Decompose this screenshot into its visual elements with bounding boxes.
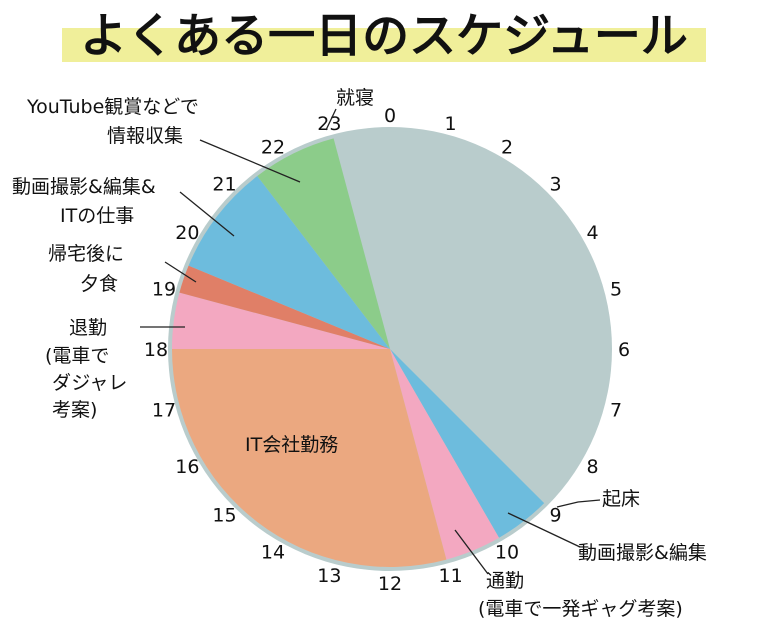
hour-label: 5 bbox=[610, 278, 622, 300]
label-youtube-line1: YouTube観賞などで bbox=[26, 96, 199, 118]
leader-shuushin bbox=[325, 108, 337, 131]
hour-label: 9 bbox=[549, 505, 561, 527]
label-douga-it-line1: 動画撮影&編集& bbox=[12, 176, 156, 198]
hour-label: 11 bbox=[439, 565, 463, 587]
hour-label: 10 bbox=[495, 542, 519, 564]
hour-label: 19 bbox=[152, 278, 176, 300]
hour-label: 2 bbox=[501, 136, 513, 158]
label-youtube-line2: 情報収集 bbox=[107, 125, 183, 147]
pie-slice-7 bbox=[257, 138, 390, 349]
label-taikin-line3: ダジャレ bbox=[52, 372, 127, 394]
chart-title: よくある一日のスケジュール bbox=[80, 9, 688, 64]
leader-lines bbox=[140, 108, 601, 575]
hour-label: 16 bbox=[175, 456, 199, 478]
hour-label: 8 bbox=[587, 456, 599, 478]
hour-label: 12 bbox=[378, 573, 402, 595]
leader-tsuukin bbox=[454, 529, 489, 575]
hour-label: 3 bbox=[549, 174, 561, 196]
label-douga: 動画撮影&編集 bbox=[578, 542, 707, 564]
label-it-kaisha: IT会社勤務 bbox=[245, 434, 338, 456]
label-kitaku-line1: 帰宅後に bbox=[48, 243, 124, 265]
hour-label: 17 bbox=[152, 400, 176, 422]
leader-youtube bbox=[199, 139, 301, 183]
label-tsuukin-line2: (電車で一発ギャグ考案) bbox=[478, 598, 683, 620]
label-douga-it-line2: ITの仕事 bbox=[60, 205, 134, 227]
hour-label: 15 bbox=[212, 505, 236, 527]
label-kishou: 起床 bbox=[602, 488, 640, 510]
pie-slice-4 bbox=[172, 292, 390, 349]
label-taikin-line1: 退勤 bbox=[69, 317, 107, 339]
label-taikin-line4: 考案) bbox=[52, 399, 97, 421]
hour-label: 13 bbox=[317, 565, 341, 587]
hour-label: 6 bbox=[618, 339, 630, 361]
hour-label: 21 bbox=[212, 174, 236, 196]
hour-label: 1 bbox=[445, 113, 457, 135]
leader-kishou bbox=[556, 499, 601, 508]
leader-douga-it bbox=[179, 191, 235, 237]
pie-slice-2 bbox=[390, 349, 499, 560]
leader-kitaku bbox=[164, 261, 197, 283]
label-tsuukin-line1: 通勤 bbox=[486, 570, 524, 592]
title-band bbox=[62, 28, 706, 62]
hour-label: 4 bbox=[587, 222, 599, 244]
leader-douga bbox=[507, 512, 581, 548]
label-kitaku-line2: 夕食 bbox=[80, 273, 118, 295]
hour-label: 18 bbox=[144, 339, 168, 361]
label-taikin-line2: (電車で bbox=[45, 345, 109, 367]
pie-slice-3 bbox=[171, 349, 447, 567]
pie-slice-1 bbox=[390, 349, 545, 538]
pie-slice-0 bbox=[333, 131, 608, 504]
pie-slice-6 bbox=[188, 176, 390, 349]
label-shuushin: 就寝 bbox=[336, 87, 374, 109]
hour-label: 14 bbox=[261, 542, 285, 564]
hour-label: 7 bbox=[610, 400, 622, 422]
hour-label: 22 bbox=[261, 136, 285, 158]
hour-label: 0 bbox=[384, 105, 396, 127]
pie-slices bbox=[171, 131, 608, 567]
hour-label: 20 bbox=[175, 222, 199, 244]
pie-slice-5 bbox=[179, 265, 390, 349]
